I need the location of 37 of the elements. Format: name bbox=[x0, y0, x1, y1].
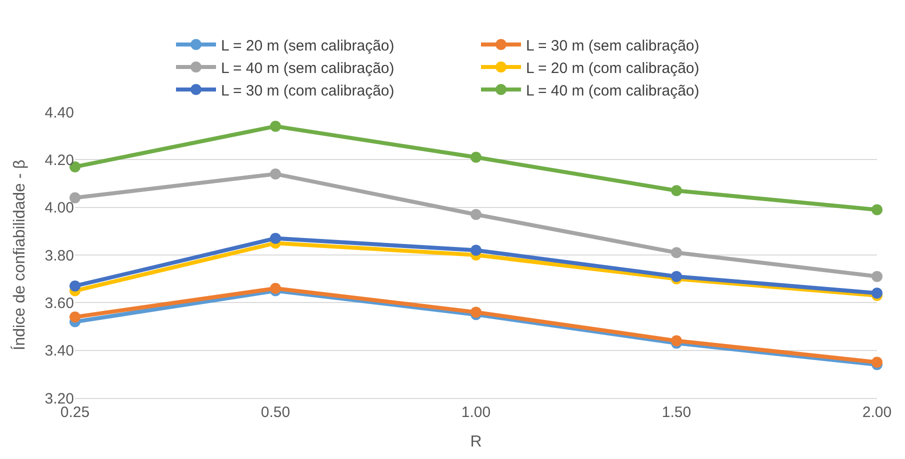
legend-label: L = 20 m (com calibração) bbox=[526, 60, 700, 77]
point bbox=[872, 288, 882, 299]
x-tick-label: 1.50 bbox=[662, 404, 692, 421]
point bbox=[470, 208, 482, 220]
legend-label: L = 40 m (com calibração) bbox=[526, 82, 700, 100]
y-tick-label: 3.40 bbox=[44, 342, 74, 360]
point bbox=[671, 335, 682, 346]
point bbox=[470, 306, 482, 318]
x-tick-label: 0.50 bbox=[260, 404, 290, 421]
point bbox=[671, 247, 682, 258]
point bbox=[70, 192, 80, 204]
y-tick-label: 3.60 bbox=[44, 294, 74, 312]
point bbox=[671, 185, 682, 196]
point bbox=[70, 280, 80, 292]
x-tick-label: 2.00 bbox=[862, 404, 892, 421]
y-tick-label: 4.00 bbox=[44, 200, 74, 217]
y-tick-label: 3.80 bbox=[44, 247, 74, 264]
point bbox=[470, 244, 482, 256]
y-tick-label: 4.20 bbox=[44, 152, 74, 169]
point bbox=[872, 356, 882, 368]
x-tick-label: 1.00 bbox=[461, 404, 491, 421]
point bbox=[270, 120, 281, 132]
legend-label: L = 30 m (sem calibração) bbox=[526, 37, 700, 54]
point bbox=[70, 311, 80, 322]
point bbox=[872, 204, 882, 216]
legend-label: L = 20 m (sem calibração) bbox=[221, 37, 394, 54]
x-axis-title: R bbox=[470, 434, 482, 451]
y-axis-title: Índice de confiabilidade - β bbox=[10, 160, 29, 350]
point bbox=[470, 152, 482, 163]
point bbox=[270, 168, 281, 180]
legend-label: L = 30 m (com calibração) bbox=[221, 82, 394, 100]
legend-label: L = 40 m (sem calibração) bbox=[221, 60, 394, 77]
y-tick-label: 4.40 bbox=[44, 104, 74, 122]
point bbox=[671, 270, 682, 282]
point bbox=[270, 232, 281, 244]
point bbox=[872, 270, 882, 282]
point bbox=[270, 282, 281, 294]
